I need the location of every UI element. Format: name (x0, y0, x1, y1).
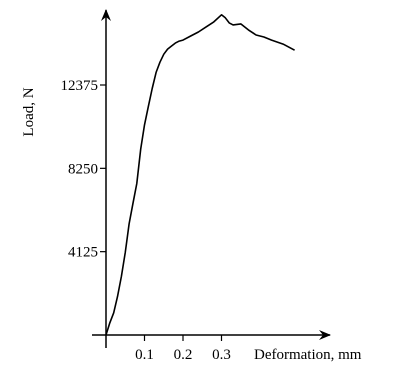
y-ticks: 4125 8250 12375 (61, 78, 106, 261)
y-tick-label: 4125 (68, 245, 98, 261)
x-tick-label: 0.2 (174, 347, 193, 363)
x-axis-label: Deformation, mm (254, 347, 362, 363)
y-tick-label: 12375 (61, 78, 99, 94)
x-tick-label: 0.1 (135, 347, 154, 363)
x-tick-label: 0.3 (212, 347, 231, 363)
y-tick-label: 8250 (68, 161, 98, 177)
load-curve-line (105, 14, 295, 336)
x-ticks: 0.1 0.2 0.3 (135, 335, 231, 363)
y-axis-label: Load, N (21, 87, 37, 136)
